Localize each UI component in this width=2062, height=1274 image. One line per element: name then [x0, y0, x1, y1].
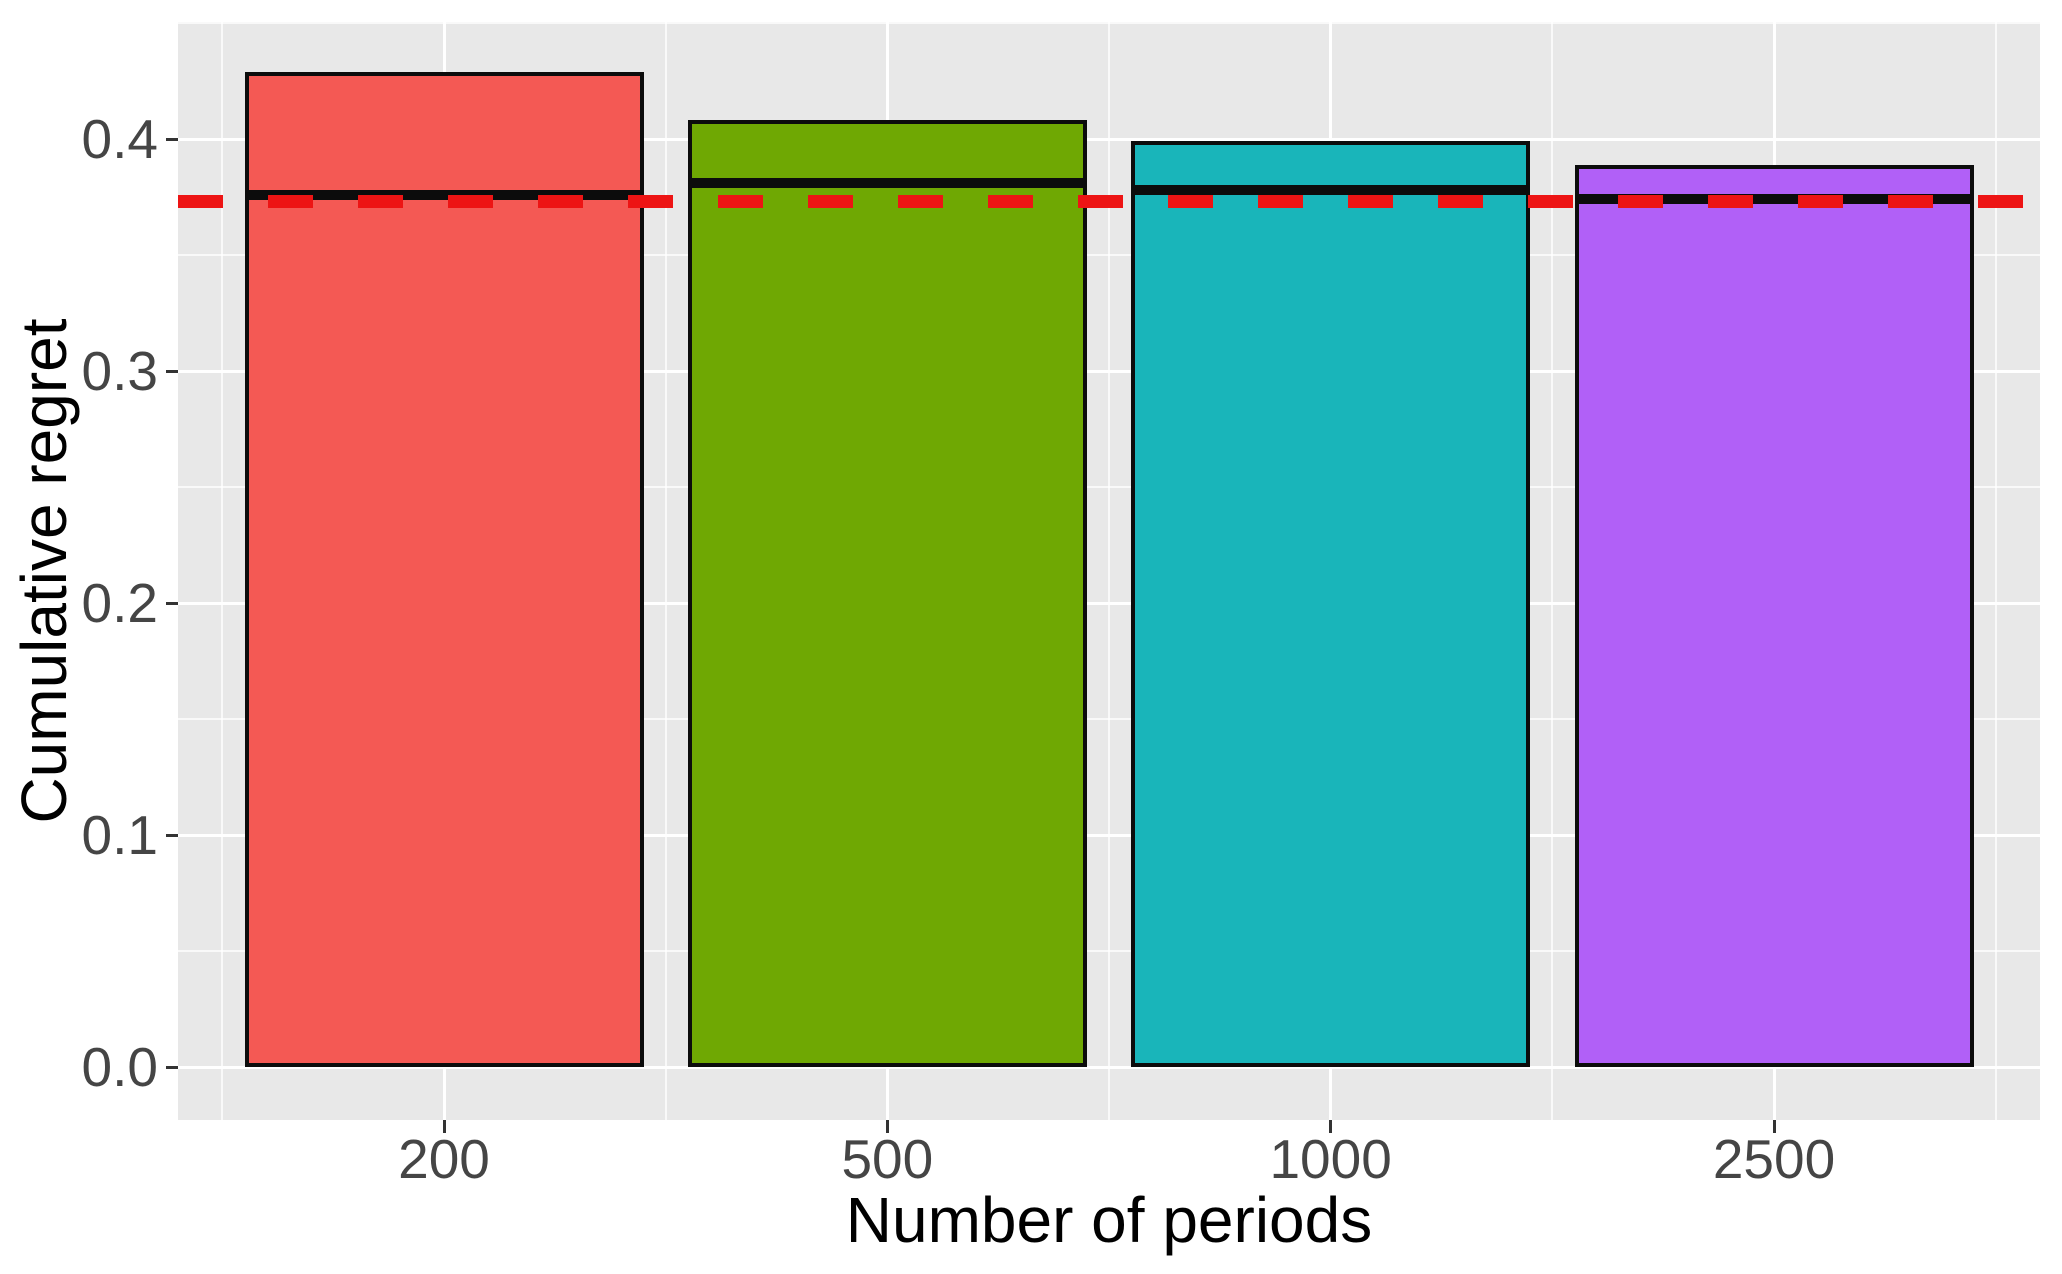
grid-major-horizontal — [178, 1065, 2040, 1069]
grid-minor-vertical — [1108, 22, 1110, 1120]
grid-minor-vertical — [221, 22, 224, 1120]
bar-mean-line-1000 — [1131, 185, 1531, 196]
grid-major-horizontal — [178, 137, 2040, 141]
x-tick-label: 200 — [398, 1128, 490, 1190]
grid-major-horizontal — [178, 369, 2040, 373]
grid-minor-vertical — [664, 22, 667, 1120]
bar-mean-line-200 — [244, 189, 644, 200]
grid-minor-vertical — [1994, 22, 1997, 1120]
bar-mean-line-500 — [687, 178, 1087, 189]
y-tick-label: 0.0 — [81, 1036, 158, 1098]
x-tick-label: 2500 — [1712, 1128, 1836, 1190]
x-tick-label: 1000 — [1269, 1128, 1392, 1190]
y-tick-label: 0.4 — [81, 108, 158, 170]
x-tick-mark — [442, 1120, 446, 1133]
y-tick-mark — [166, 833, 178, 837]
bar-500 — [687, 120, 1087, 1067]
y-axis-title: Cumulative regret — [8, 318, 80, 824]
bar-2500 — [1574, 164, 1974, 1067]
y-tick-label: 0.1 — [81, 804, 158, 866]
x-tick-label: 500 — [841, 1128, 934, 1190]
x-tick-mark — [1329, 1120, 1333, 1133]
y-tick-mark — [166, 1065, 178, 1069]
x-axis-title: Number of periods — [845, 1184, 1373, 1256]
x-tick-mark — [885, 1120, 889, 1133]
y-tick-mark — [166, 137, 178, 141]
y-tick-label: 0.3 — [81, 340, 158, 402]
y-tick-label: 0.2 — [81, 572, 158, 634]
y-tick-mark — [166, 369, 178, 373]
bar-1000 — [1131, 141, 1531, 1067]
bar-200 — [244, 71, 644, 1067]
grid-minor-vertical — [1551, 22, 1554, 1120]
x-tick-mark — [1772, 1120, 1776, 1133]
grid-major-horizontal — [178, 601, 2040, 605]
grid-major-horizontal — [178, 833, 2040, 837]
reference-dashed-line — [178, 195, 2040, 209]
y-tick-mark — [166, 601, 178, 605]
